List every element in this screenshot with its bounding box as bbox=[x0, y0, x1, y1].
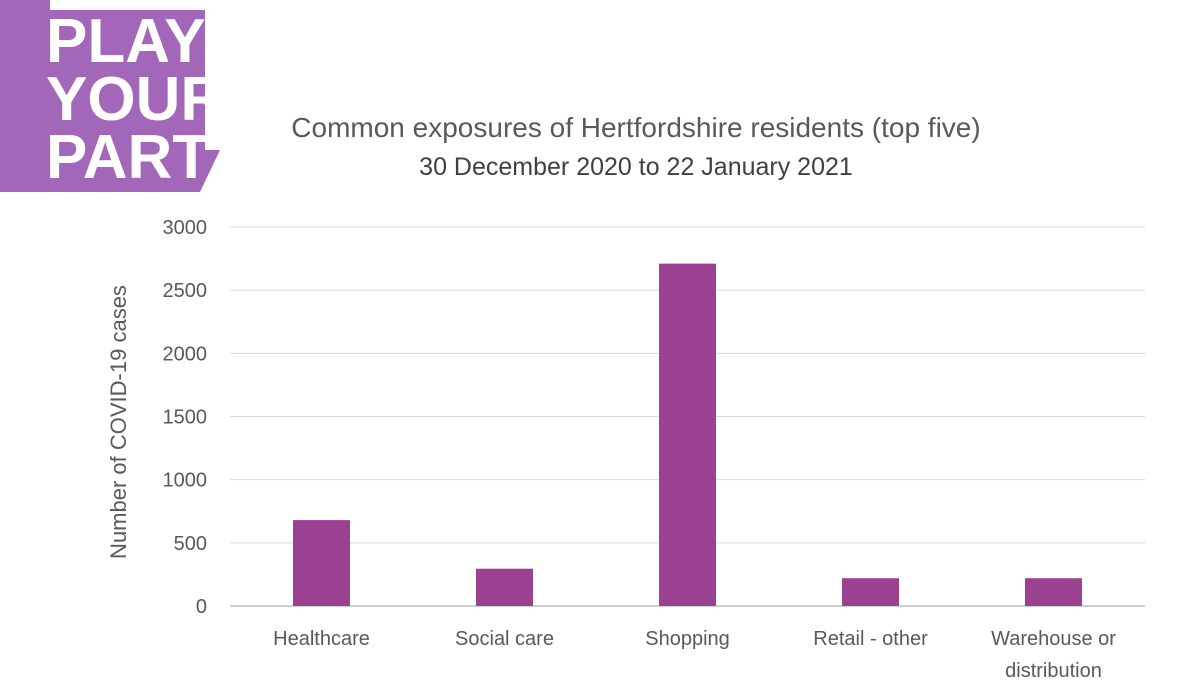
y-tick-label: 500 bbox=[174, 533, 207, 555]
x-category-label: Social care bbox=[455, 628, 554, 650]
y-tick-label: 3000 bbox=[163, 217, 208, 239]
bars bbox=[293, 263, 1082, 606]
bar bbox=[842, 578, 899, 606]
bar bbox=[1025, 578, 1082, 606]
logo-line-2: YOUR bbox=[46, 65, 220, 134]
logo-background bbox=[0, 0, 220, 192]
play-your-part-logo: PLAY YOUR PART bbox=[0, 0, 220, 192]
y-tick-label: 2000 bbox=[163, 343, 208, 365]
bar bbox=[293, 520, 350, 606]
x-category-label: Retail - other bbox=[813, 628, 928, 650]
y-tick-label: 1000 bbox=[163, 470, 208, 492]
chart-subtitle: 30 December 2020 to 22 January 2021 bbox=[419, 153, 853, 181]
y-axis-label: Number of COVID-19 cases bbox=[106, 285, 131, 559]
x-category-label: Shopping bbox=[645, 628, 730, 650]
x-category-label: distribution bbox=[1005, 660, 1102, 682]
x-category-label: Warehouse or bbox=[991, 628, 1116, 650]
y-tick-label: 2500 bbox=[163, 280, 208, 302]
x-category-label: Healthcare bbox=[273, 628, 370, 650]
bar bbox=[476, 568, 533, 606]
y-tick-label: 0 bbox=[196, 596, 207, 618]
y-tick-labels: 0 500 1000 1500 2000 2500 3000 bbox=[163, 217, 208, 618]
chart-title: Common exposures of Hertfordshire reside… bbox=[291, 112, 981, 143]
logo-line-3: PART bbox=[46, 123, 210, 192]
x-category-labels: Healthcare Social care Shopping Retail - ot… bbox=[273, 628, 1116, 682]
bar bbox=[659, 263, 716, 606]
y-tick-label: 1500 bbox=[163, 407, 208, 429]
logo-line-1: PLAY bbox=[46, 7, 206, 76]
